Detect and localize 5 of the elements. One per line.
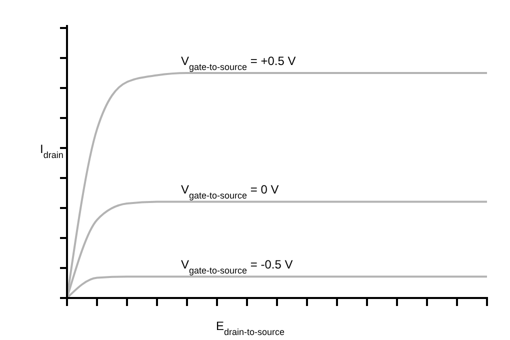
series-label: V$_{gate-to-source}$ = +0.5 V <box>181 54 296 72</box>
y-axis-title: I$_{drain}$ <box>40 142 64 160</box>
x-axis-title: E$_{drain-to-source}$ <box>216 319 285 337</box>
series-label: V$_{gate-to-source}$ = 0 V <box>181 182 279 201</box>
series-label: V$_{gate-to-source}$ = -0.5 V <box>181 258 293 276</box>
